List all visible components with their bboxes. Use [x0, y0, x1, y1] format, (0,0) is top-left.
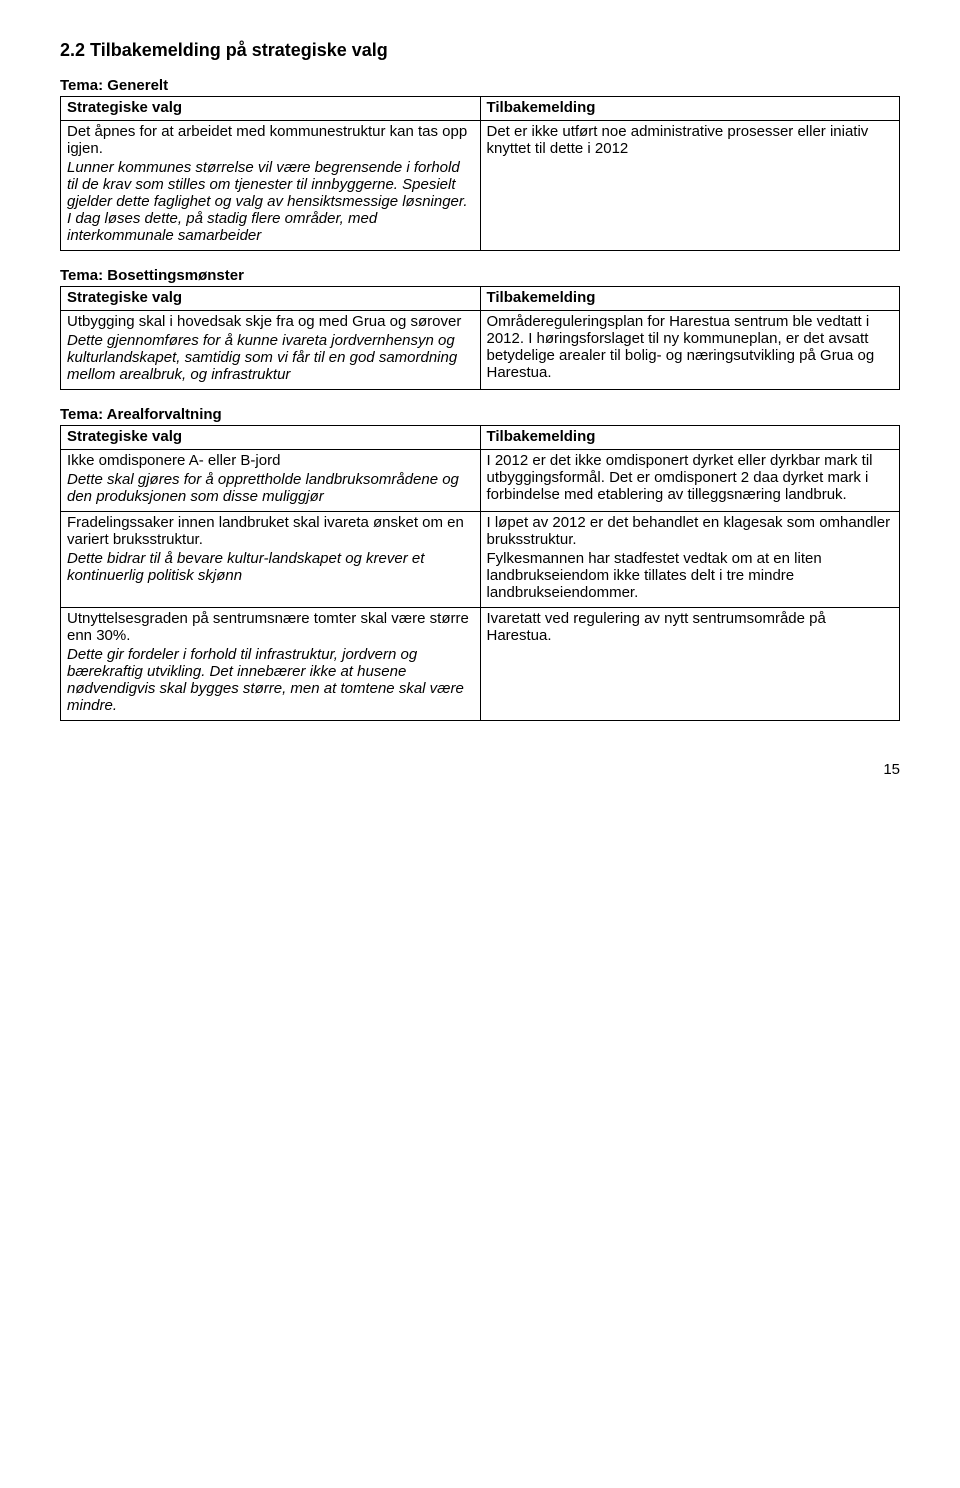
section-bosettingsmonster: Tema: Bosettingsmønster Strategiske valg…: [60, 267, 900, 390]
row-text: Områdereguleringsplan for Harestua sentr…: [487, 313, 894, 381]
section-arealforvaltning: Tema: Arealforvaltning Strategiske valg …: [60, 406, 900, 721]
cell-left: Ikke omdisponere A- eller B-jord Dette s…: [61, 450, 481, 512]
row-text-italic: Lunner kommunes størrelse vil være begre…: [67, 159, 474, 244]
cell-left: Det åpnes for at arbeidet med kommunestr…: [61, 121, 481, 251]
page-number: 15: [60, 761, 900, 778]
cell-right: Områdereguleringsplan for Harestua sentr…: [480, 311, 900, 390]
table-bosettingsmonster: Strategiske valg Tilbakemelding Utbyggin…: [60, 286, 900, 390]
cell-left: Fradelingssaker innen landbruket skal iv…: [61, 512, 481, 608]
row-text: Fylkesmannen har stadfestet vedtak om at…: [487, 550, 894, 601]
col-header-right: Tilbakemelding: [480, 287, 900, 311]
cell-left: Utbygging skal i hovedsak skje fra og me…: [61, 311, 481, 390]
row-text-italic: Dette gir fordeler i forhold til infrast…: [67, 646, 474, 714]
row-text-italic: Dette skal gjøres for å opprettholde lan…: [67, 471, 474, 505]
col-header-left: Strategiske valg: [61, 97, 481, 121]
theme-label: Tema: Arealforvaltning: [60, 406, 900, 423]
col-header-right: Tilbakemelding: [480, 426, 900, 450]
row-text: Utbygging skal i hovedsak skje fra og me…: [67, 313, 474, 330]
theme-label: Tema: Bosettingsmønster: [60, 267, 900, 284]
col-header-left: Strategiske valg: [61, 287, 481, 311]
table-arealforvaltning: Strategiske valg Tilbakemelding Ikke omd…: [60, 425, 900, 721]
cell-right: I løpet av 2012 er det behandlet en klag…: [480, 512, 900, 608]
cell-right: Det er ikke utført noe administrative pr…: [480, 121, 900, 251]
row-text: Utnyttelsesgraden på sentrumsnære tomter…: [67, 610, 474, 644]
section-generelt: Tema: Generelt Strategiske valg Tilbakem…: [60, 77, 900, 251]
row-text: Ikke omdisponere A- eller B-jord: [67, 452, 474, 469]
row-text: I 2012 er det ikke omdisponert dyrket el…: [487, 452, 894, 503]
cell-right: I 2012 er det ikke omdisponert dyrket el…: [480, 450, 900, 512]
table-generelt: Strategiske valg Tilbakemelding Det åpne…: [60, 96, 900, 251]
row-text: Det er ikke utført noe administrative pr…: [487, 123, 894, 157]
row-text: Det åpnes for at arbeidet med kommunestr…: [67, 123, 474, 157]
cell-right: Ivaretatt ved regulering av nytt sentrum…: [480, 608, 900, 721]
cell-left: Utnyttelsesgraden på sentrumsnære tomter…: [61, 608, 481, 721]
col-header-right: Tilbakemelding: [480, 97, 900, 121]
section-heading: 2.2 Tilbakemelding på strategiske valg: [60, 40, 900, 61]
col-header-left: Strategiske valg: [61, 426, 481, 450]
row-text: Fradelingssaker innen landbruket skal iv…: [67, 514, 474, 548]
theme-label: Tema: Generelt: [60, 77, 900, 94]
row-text: Ivaretatt ved regulering av nytt sentrum…: [487, 610, 894, 644]
row-text-italic: Dette gjennomføres for å kunne ivareta j…: [67, 332, 474, 383]
row-text-italic: Dette bidrar til å bevare kultur-landska…: [67, 550, 474, 584]
row-text: I løpet av 2012 er det behandlet en klag…: [487, 514, 894, 548]
